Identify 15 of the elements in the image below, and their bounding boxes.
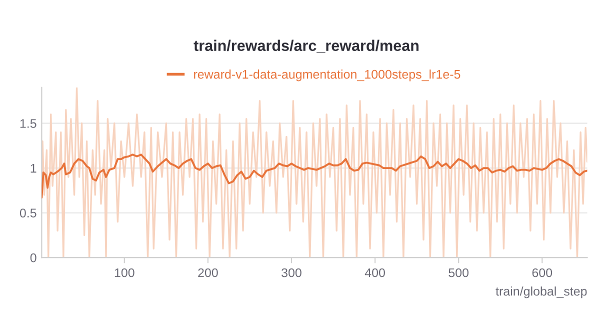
- x-axis-title: train/global_step: [496, 286, 587, 298]
- chart-title: train/rewards/arc_reward/mean: [194, 40, 418, 53]
- y-tick-label: 0: [30, 253, 36, 262]
- line-series: [42, 154, 588, 199]
- x-tick-label: 500: [448, 268, 469, 278]
- x-tick-label: 400: [364, 268, 385, 278]
- y-tick-label: 1.5: [20, 119, 36, 128]
- x-tick-label: 300: [282, 268, 302, 278]
- x-tick-label: 100: [114, 268, 134, 278]
- line-series: [42, 87, 588, 258]
- x-tick-label: 200: [198, 268, 218, 278]
- y-tick-label: 0.5: [20, 208, 36, 218]
- x-tick-label: 600: [532, 268, 552, 278]
- y-tick-label: 1: [30, 164, 36, 173]
- legend-label: reward-v1-data-augmentation_1000steps_lr1e-5: [194, 70, 460, 82]
